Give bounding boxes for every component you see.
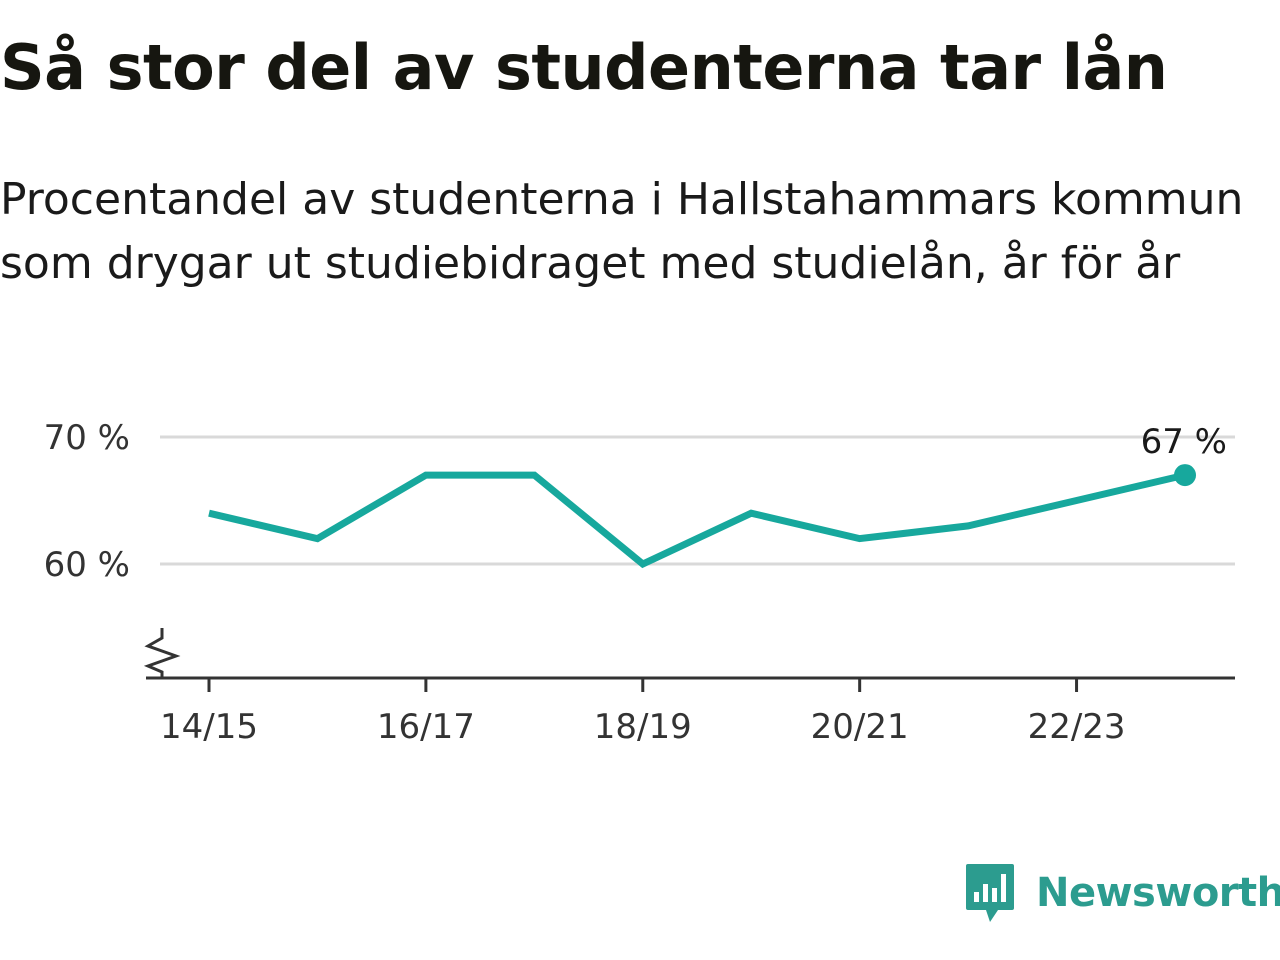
axis-break-icon — [143, 628, 181, 678]
chart-container: 60 % 70 % 14/15 16/17 18/19 20/21 22/23 67 % — [44, 418, 1235, 747]
series-line — [208, 471, 1186, 569]
y-tick-label: 60 % — [44, 545, 130, 585]
chart-subtitle: Procentandel av studenterna i Hallstaham… — [0, 174, 1244, 289]
logo-text: Newsworthy — [1036, 870, 1280, 916]
newsworthy-logo-icon — [966, 864, 1014, 922]
x-tick-label: 18/19 — [594, 707, 692, 747]
x-tick-label: 20/21 — [811, 707, 909, 747]
series-layer: 67 % — [208, 422, 1227, 569]
x-tick-label: 16/17 — [377, 707, 475, 747]
x-axis — [143, 628, 1235, 680]
gridlines — [160, 435, 1235, 566]
end-value-label: 67 % — [1141, 422, 1227, 462]
end-point-marker — [1174, 464, 1196, 487]
x-axis-ticks: 14/15 16/17 18/19 20/21 22/23 — [160, 678, 1126, 747]
chart-title: Så stor del av studenterna tar lån — [0, 31, 1168, 104]
line-chart: 60 % 70 % 14/15 16/17 18/19 20/21 22/23 67 % — [44, 418, 1235, 747]
y-tick-label: 70 % — [44, 418, 130, 458]
newsworthy-logo: Newsworthy — [964, 862, 1280, 924]
y-axis-labels: 60 % 70 % — [44, 418, 130, 585]
x-tick-label: 22/23 — [1028, 707, 1126, 747]
x-tick-label: 14/15 — [160, 707, 258, 747]
